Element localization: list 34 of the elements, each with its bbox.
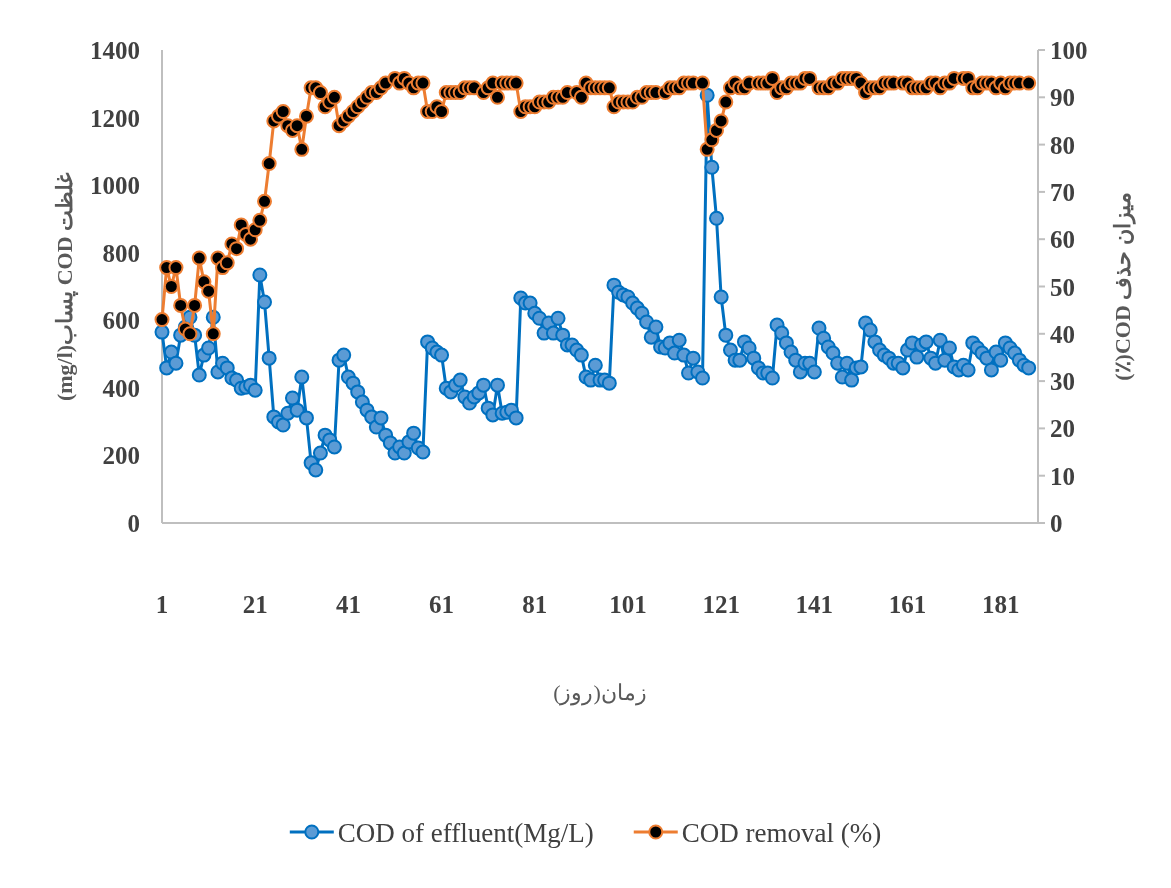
y2-tick-label: 20 <box>1050 415 1075 443</box>
y2-tick-label: 50 <box>1050 273 1075 301</box>
y-tick-label: 200 <box>102 442 140 470</box>
x-tick-label: 161 <box>888 591 927 618</box>
x-tick-label: 61 <box>429 591 455 618</box>
y-tick-label: 1400 <box>90 37 140 64</box>
y-tick-label: 600 <box>102 307 140 335</box>
y2-tick-label: 80 <box>1050 131 1075 159</box>
x-tick-label: 1 <box>155 591 169 618</box>
x-tick-label: 181 <box>981 591 1020 618</box>
y-tick-label: 1200 <box>90 104 140 132</box>
y2-tick-label: 0 <box>1050 510 1063 537</box>
y2-tick-label: 10 <box>1050 462 1075 490</box>
y2-tick-label: 100 <box>1050 37 1088 64</box>
x-tick-label: 101 <box>609 591 647 618</box>
y2-tick-label: 40 <box>1050 320 1075 348</box>
y-tick-label: 400 <box>102 374 140 402</box>
legend-label: COD of effluent(Mg/L) <box>337 818 594 848</box>
y2-tick-label: 70 <box>1050 178 1075 206</box>
y2-axis-title: میزان حذف COD(٪) <box>1110 192 1136 381</box>
x-axis-title: زمان(روز) <box>553 680 647 706</box>
y-axis-title: غلظت COD پساب(mg/l) <box>52 171 79 402</box>
y-tick-label: 1000 <box>90 172 140 200</box>
x-tick-label: 41 <box>335 591 361 618</box>
x-tick-label: 81 <box>522 591 548 618</box>
y-tick-label: 800 <box>102 239 140 267</box>
y2-tick-label: 30 <box>1050 368 1075 396</box>
y2-tick-label: 60 <box>1050 226 1075 254</box>
x-tick-label: 141 <box>795 591 834 618</box>
y-tick-label: 0 <box>127 510 140 537</box>
x-tick-label: 121 <box>702 591 740 618</box>
legend-label: COD removal (%) <box>681 818 882 848</box>
y2-tick-label: 90 <box>1050 84 1075 112</box>
x-tick-label: 21 <box>242 591 268 618</box>
